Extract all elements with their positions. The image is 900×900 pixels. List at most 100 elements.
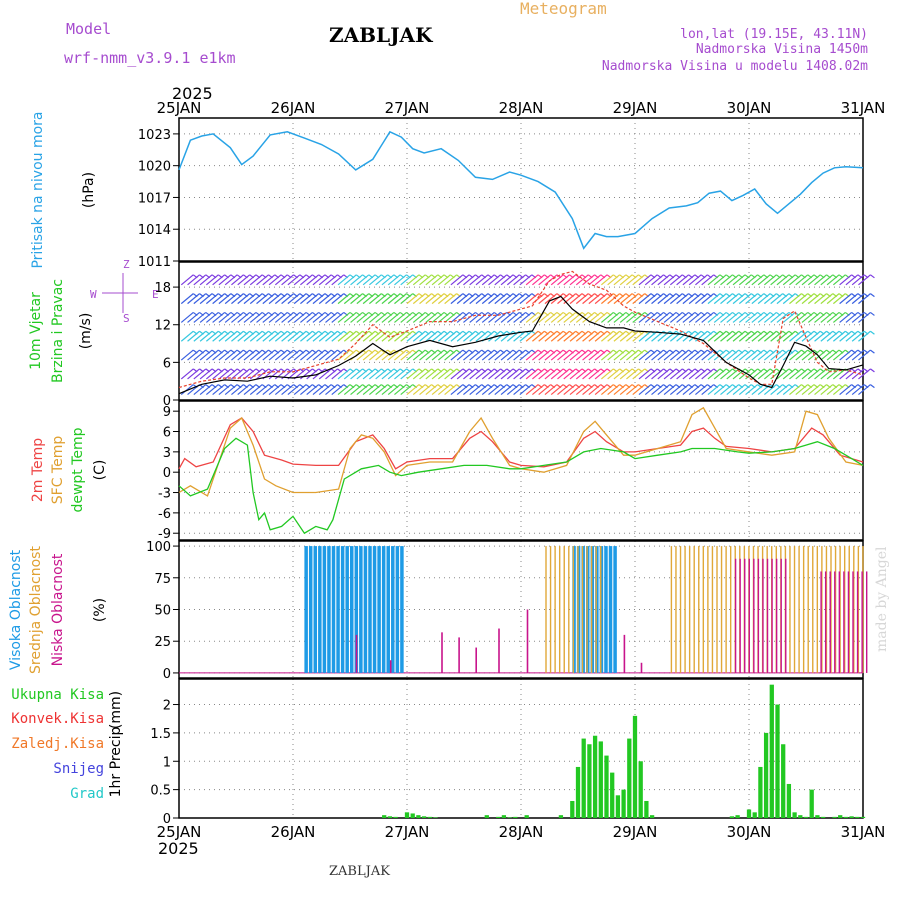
- precip-bar: [610, 772, 615, 818]
- wind-barb: [425, 311, 439, 323]
- axis-titles: Pritisak na nivou mora (hPa) 10m Vjetar Brz…: [8, 111, 124, 797]
- precip-bar: [513, 816, 518, 818]
- precip-bar: [484, 815, 489, 818]
- wind-barb: [343, 349, 357, 361]
- wind-barb: [224, 311, 238, 323]
- wind-barb: [300, 274, 313, 286]
- wind-barb: [563, 311, 577, 323]
- cloud-bar-mid: [789, 546, 791, 673]
- x-tick-label-bottom: 29JAN: [613, 823, 658, 841]
- wind-barb: [626, 368, 639, 380]
- wind-barb: [331, 311, 345, 323]
- wind-barb: [695, 274, 708, 286]
- wind-barb: [676, 330, 689, 342]
- cloud-bar-low: [785, 558, 787, 673]
- wind-barb: [738, 293, 752, 305]
- wind-barb: [218, 384, 232, 396]
- cloud-bar-mid: [702, 546, 705, 673]
- wind-barb: [362, 384, 376, 396]
- cloud-bar-low: [748, 558, 750, 673]
- wind-barb: [832, 293, 846, 305]
- wind-barb: [782, 384, 796, 396]
- wind-barb: [212, 368, 226, 380]
- wind-barb: [870, 311, 875, 316]
- wind-barb: [343, 293, 357, 305]
- wind-barb: [713, 349, 727, 361]
- wind-barb: [695, 293, 708, 305]
- wind-barb: [607, 384, 621, 396]
- wind-barb: [745, 349, 758, 361]
- precip-legend-item: Zaledj.Kisa: [11, 736, 104, 752]
- wind-barb: [782, 274, 796, 286]
- cloud-bar-mid: [558, 546, 561, 673]
- wind-barb: [519, 368, 533, 380]
- wind-barb: [563, 384, 577, 396]
- wind-barb: [431, 349, 445, 361]
- cloud-bar-high: [308, 546, 313, 673]
- wind-barb: [325, 384, 338, 396]
- precip-bar: [558, 815, 564, 818]
- precip-bar: [729, 816, 735, 818]
- wind-barb: [588, 330, 602, 342]
- wind-barb: [300, 330, 313, 342]
- wind-barb: [738, 349, 752, 361]
- wind-barb: [707, 274, 721, 286]
- pressure-yunit: (hPa): [81, 172, 97, 208]
- x-tick-label-top: 27JAN: [385, 99, 430, 117]
- wind-barb: [425, 384, 439, 396]
- wind-barb: [795, 384, 809, 396]
- precip-bar: [792, 812, 797, 818]
- cloud-bar-high: [604, 546, 608, 673]
- wind-barb: [720, 384, 733, 396]
- cloud-bar-high: [331, 546, 336, 673]
- cloud-bar-high: [400, 546, 404, 673]
- wind-barb: [858, 293, 871, 305]
- cloud-bar-mid: [807, 546, 809, 673]
- cloud-bar-mid: [707, 546, 709, 673]
- wind-barb: [356, 293, 370, 305]
- wind-barb: [676, 349, 689, 361]
- wind-barb: [713, 384, 727, 396]
- wind-barb: [350, 293, 363, 305]
- wind-barb: [726, 368, 740, 380]
- wind-barb: [262, 349, 276, 361]
- wind-barb: [513, 274, 526, 286]
- wind-barb: [820, 330, 834, 342]
- wind-barb: [575, 293, 589, 305]
- wind-barb: [651, 349, 664, 361]
- wind-barb: [776, 349, 790, 361]
- cloud-bar-mid: [802, 546, 805, 673]
- precip-bar: [803, 816, 809, 818]
- wind-barb: [607, 293, 621, 305]
- wind-barb: [858, 274, 871, 286]
- wind-barb: [663, 274, 677, 286]
- y-tick-label: 6: [163, 356, 171, 371]
- wind-barb: [268, 274, 282, 286]
- wind-barb: [406, 384, 420, 396]
- wind-barb: [638, 311, 652, 323]
- wind-barb: [394, 384, 407, 396]
- wind-barb: [237, 368, 251, 380]
- cloud-bar-mid: [572, 546, 575, 673]
- temperature-panel: -9 -6 -3 0 3 6 9: [158, 400, 864, 542]
- cloud-bar-low: [623, 634, 626, 673]
- wind-barb: [224, 368, 238, 380]
- wind-barb: [287, 384, 301, 396]
- y-tick-label: 1014: [138, 223, 171, 238]
- wind-barb: [450, 293, 464, 305]
- cloud-bar-low: [355, 634, 358, 673]
- wind-barb: [180, 330, 194, 342]
- wind-barb: [412, 274, 426, 286]
- wind-barb: [644, 384, 658, 396]
- wind-barb: [519, 274, 533, 286]
- wind-barb: [500, 293, 514, 305]
- wind-barb: [444, 311, 458, 323]
- wind-barb: [312, 274, 326, 286]
- wind-barb: [425, 293, 439, 305]
- wind-barb: [494, 384, 508, 396]
- wind-barb: [456, 330, 470, 342]
- wind-barb: [475, 311, 489, 323]
- wind-barb: [820, 384, 834, 396]
- wind-barb: [368, 274, 382, 286]
- wind-barb: [343, 274, 357, 286]
